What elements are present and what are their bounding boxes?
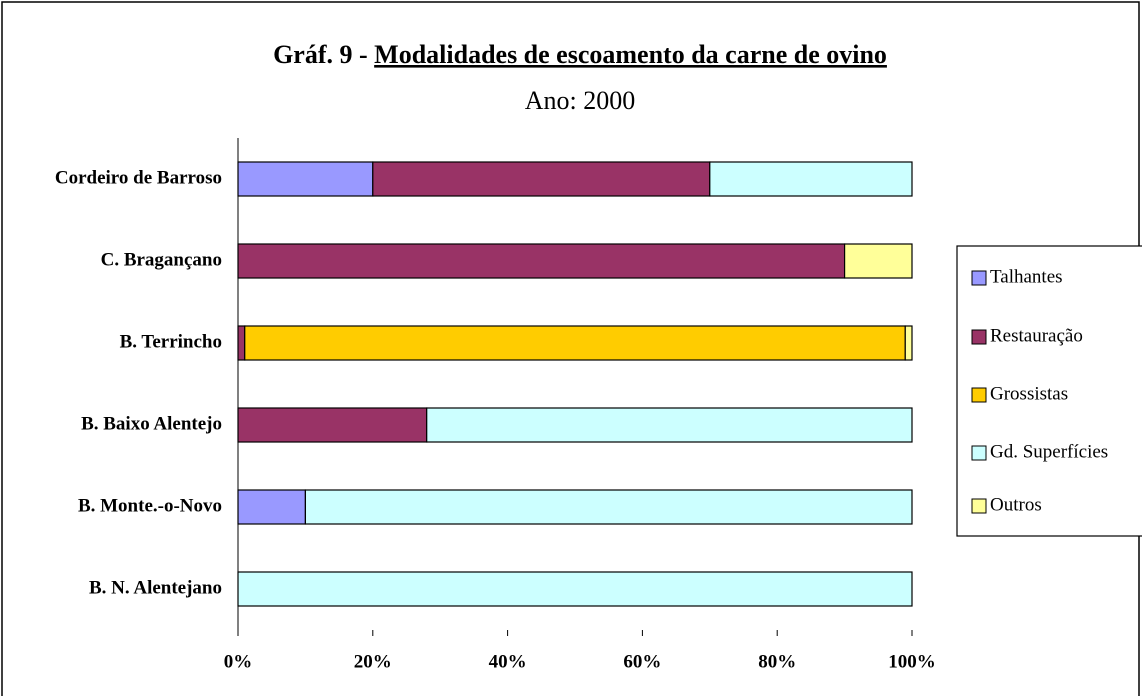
title-main: Modalidades de escoamento da carne de ov… xyxy=(374,40,887,69)
x-tick-label: 40% xyxy=(489,651,527,672)
bar-segment xyxy=(843,243,913,279)
y-tick-label: B. Terrincho xyxy=(120,331,222,352)
bar-segment xyxy=(709,161,913,197)
legend-swatch xyxy=(971,445,987,461)
y-tick-label: Cordeiro de Barroso xyxy=(55,167,222,188)
y-tick-label: B. Baixo Alentejo xyxy=(81,413,222,434)
y-tick-label: B. N. Alentejano xyxy=(89,577,222,598)
legend-label: Talhantes xyxy=(990,266,1063,287)
chart-title: Gráf. 9 - Modalidades de escoamento da c… xyxy=(273,40,887,69)
legend-swatch xyxy=(971,270,987,286)
legend-swatch xyxy=(971,498,987,514)
bar-segment xyxy=(237,571,913,607)
legend-label: Grossistas xyxy=(990,383,1068,404)
legend-label: Outros xyxy=(990,494,1042,515)
legend-label: Restauração xyxy=(990,325,1083,346)
bar-segment xyxy=(244,325,906,361)
bar-segment xyxy=(904,325,913,361)
x-tick-label: 20% xyxy=(354,651,392,672)
bar-segment xyxy=(426,407,913,443)
y-tick-label: C. Bragançano xyxy=(101,249,222,270)
legend-swatch xyxy=(971,329,987,345)
bar-segment xyxy=(372,161,711,197)
legend-swatch xyxy=(971,387,987,403)
x-tick-label: 100% xyxy=(888,651,936,672)
x-tick-label: 0% xyxy=(224,651,253,672)
bar-segment xyxy=(237,243,846,279)
bar-segment xyxy=(237,325,246,361)
legend-box xyxy=(956,245,1142,537)
x-tick-label: 60% xyxy=(623,651,661,672)
bar-segment xyxy=(237,161,374,197)
title-prefix: Gráf. 9 - xyxy=(273,40,374,69)
x-tick-label: 80% xyxy=(758,651,796,672)
bar-segment xyxy=(237,489,307,525)
bar-segment xyxy=(237,407,428,443)
bar-segment xyxy=(304,489,913,525)
legend-label: Gd. Superfícies xyxy=(990,441,1108,462)
chart-subtitle: Ano: 2000 xyxy=(525,86,636,115)
y-tick-label: B. Monte.-o-Novo xyxy=(78,495,222,516)
